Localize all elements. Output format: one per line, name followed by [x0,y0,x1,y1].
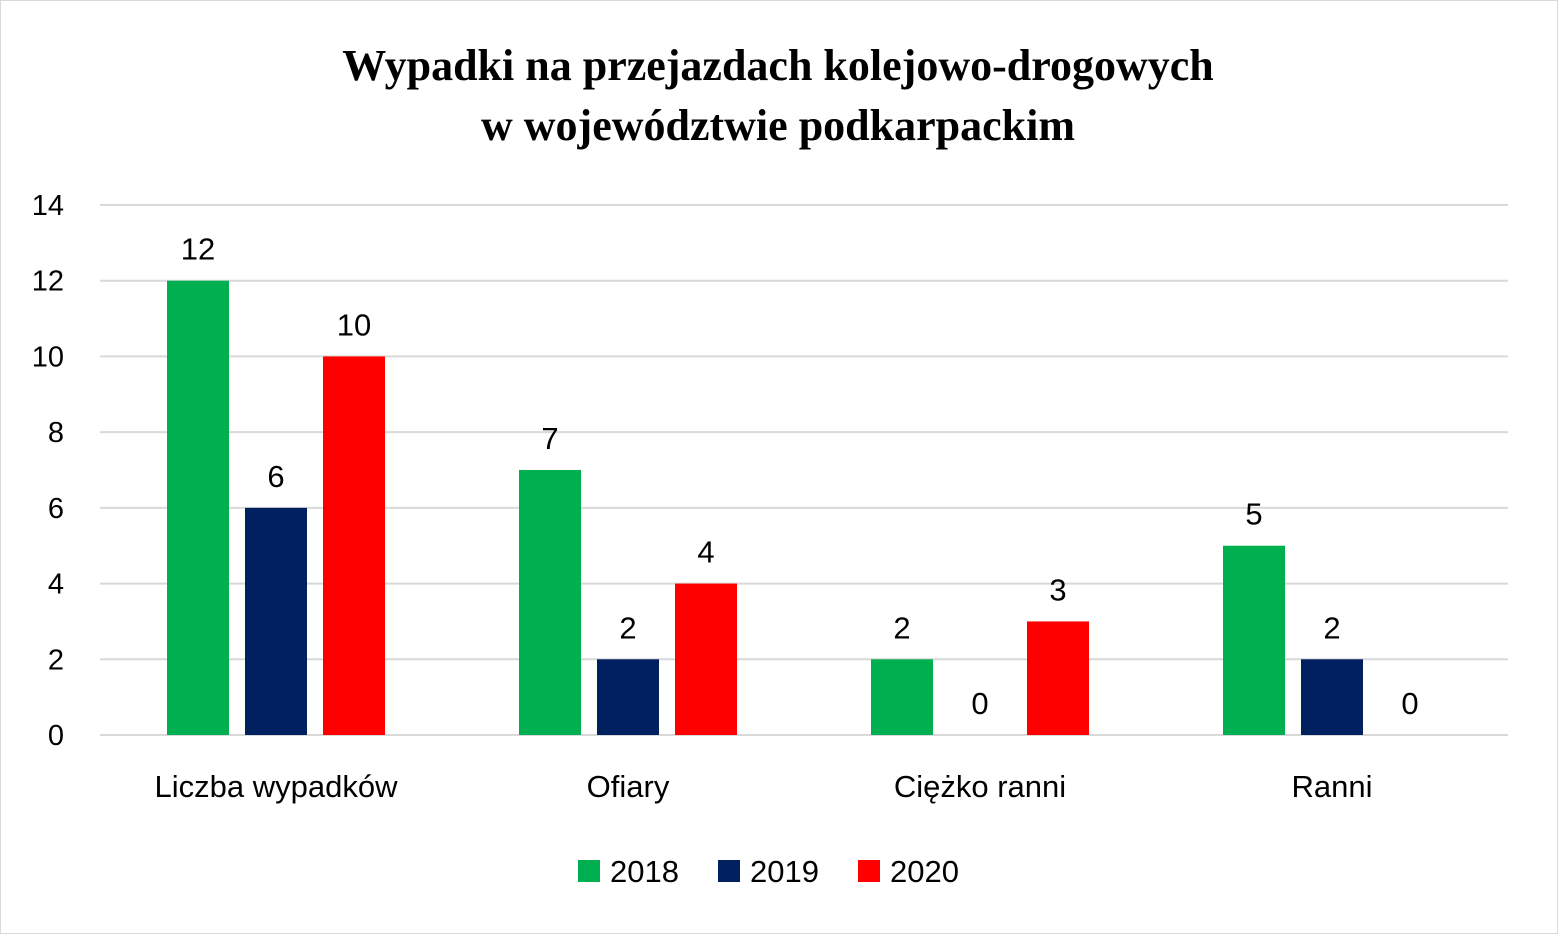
legend-swatch-2019 [718,860,740,882]
x-category-label: Ciężko ranni [894,769,1066,804]
data-label-2018-2: 2 [893,610,910,645]
x-category-label: Liczba wypadków [155,769,399,804]
y-tick-label: 0 [48,720,64,752]
data-label-2020-3: 0 [1401,686,1418,721]
data-label-2018-3: 5 [1245,497,1262,532]
bar-2018-1 [519,470,581,735]
legend-label-2020: 2020 [890,854,959,889]
bar-2020-0 [323,356,385,735]
y-tick-label: 8 [48,417,64,449]
chart-title-line-1: Wypadki na przejazdach kolejowo-drogowyc… [342,41,1213,90]
data-labels: 12 6 10 7 2 4 2 0 3 5 2 0 [181,232,1419,721]
data-label-2019-2: 0 [971,686,988,721]
y-axis-ticks: 0 2 4 6 8 10 12 14 [32,190,64,752]
legend-label-2018: 2018 [610,854,679,889]
x-axis-categories: Liczba wypadków Ofiary Ciężko ranni Ranni [155,769,1373,804]
y-tick-label: 14 [32,190,64,222]
bar-2020-2 [1027,621,1089,735]
data-label-2019-3: 2 [1323,610,1340,645]
data-label-2020-0: 10 [337,307,371,342]
data-label-2019-0: 6 [267,459,284,494]
y-tick-label: 12 [32,266,64,298]
gridlines [100,204,1508,736]
bar-2020-1 [675,583,737,735]
y-tick-label: 2 [48,644,64,676]
bar-2019-0 [245,507,307,735]
bar-2018-3 [1223,545,1285,735]
data-label-2019-1: 2 [619,610,636,645]
y-tick-label: 4 [48,569,64,601]
data-label-2020-1: 4 [697,535,714,570]
chart-title-line-2: w województwie podkarpackim [481,101,1075,150]
bar-2018-2 [871,659,933,735]
x-category-label: Ofiary [587,769,670,804]
data-label-2018-0: 12 [181,232,215,267]
bar-2019-3 [1301,659,1363,735]
bar-2018-0 [167,280,229,735]
x-category-label: Ranni [1292,769,1373,804]
bars [167,280,1363,735]
y-tick-label: 10 [32,341,64,373]
bar-2019-1 [597,659,659,735]
data-label-2018-1: 7 [541,421,558,456]
y-tick-label: 6 [48,493,64,525]
data-label-2020-2: 3 [1049,572,1066,607]
legend-swatch-2020 [858,860,880,882]
legend: 2018 2019 2020 [578,854,959,889]
legend-label-2019: 2019 [750,854,819,889]
chart-title: Wypadki na przejazdach kolejowo-drogowyc… [342,41,1213,150]
legend-swatch-2018 [578,860,600,882]
